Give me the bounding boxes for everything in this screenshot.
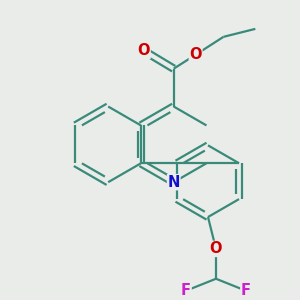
Text: F: F xyxy=(181,283,191,298)
Text: O: O xyxy=(189,47,202,62)
Text: N: N xyxy=(167,175,180,190)
Text: O: O xyxy=(210,242,222,256)
Text: O: O xyxy=(138,43,150,58)
Text: F: F xyxy=(241,283,251,298)
